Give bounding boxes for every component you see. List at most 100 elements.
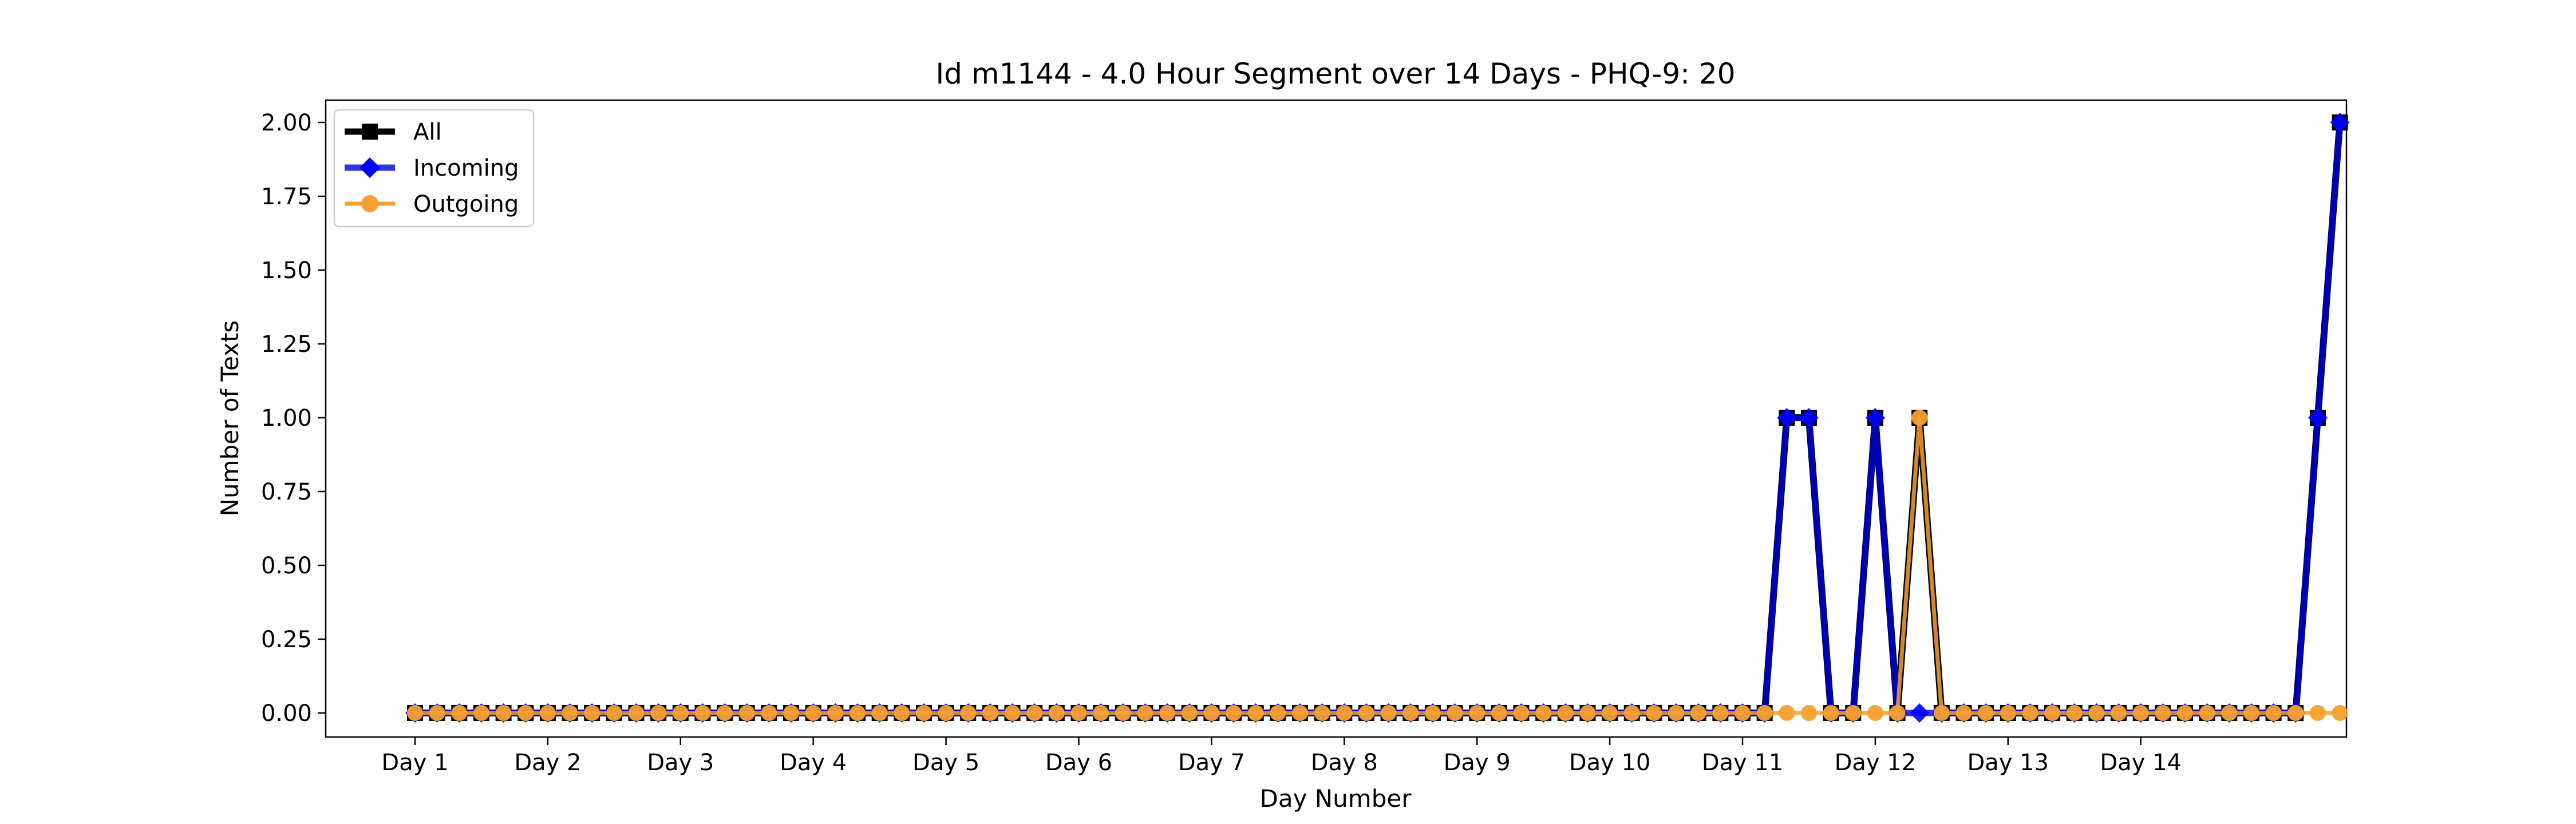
point-outgoing-37: [1226, 705, 1242, 721]
y-tick-label-0: 0.00: [261, 700, 312, 727]
point-incoming-87: [2330, 113, 2350, 132]
x-tick-label-2: Day 3: [647, 750, 714, 776]
point-outgoing-55: [1623, 705, 1640, 721]
legend-marker-outgoing: [361, 195, 378, 212]
plot-area: [325, 99, 2348, 738]
y-tick-label-1: 0.25: [261, 627, 312, 653]
point-outgoing-85: [2287, 705, 2304, 721]
y-tick-label-6: 1.50: [261, 258, 312, 284]
series-line-outgoing: [415, 415, 2340, 715]
point-outgoing-39: [1270, 705, 1286, 721]
y-tick-label-4: 1.00: [261, 405, 312, 431]
point-outgoing-51: [1535, 705, 1552, 721]
point-outgoing-42: [1336, 705, 1353, 721]
point-outgoing-16: [761, 705, 777, 721]
point-outgoing-2: [451, 705, 468, 721]
point-outgoing-81: [2199, 705, 2215, 721]
point-outgoing-13: [694, 705, 711, 721]
point-outgoing-17: [783, 705, 800, 721]
point-outgoing-10: [628, 705, 645, 721]
point-outgoing-33: [1137, 705, 1153, 721]
point-outgoing-14: [717, 705, 733, 721]
point-outgoing-24: [938, 705, 954, 721]
point-outgoing-69: [1933, 705, 1950, 721]
point-outgoing-4: [495, 705, 512, 721]
y-axis-ticks: 0.00 0.25 0.50 0.75 1.00 1.25 1.50 1.75 2.00: [261, 110, 326, 727]
legend: All Incoming Outgoing: [333, 109, 535, 228]
x-tick-label-9: Day 10: [1569, 750, 1651, 776]
point-outgoing-23: [915, 705, 932, 721]
point-outgoing-9: [606, 705, 622, 721]
point-incoming-86: [2308, 408, 2328, 427]
x-tick-label-11: Day 12: [1835, 750, 1917, 776]
y-tick-label-5: 1.25: [261, 331, 312, 358]
point-outgoing-40: [1292, 705, 1308, 721]
point-outgoing-60: [1735, 705, 1751, 721]
point-outgoing-78: [2132, 705, 2149, 721]
point-outgoing-80: [2177, 705, 2193, 721]
point-outgoing-8: [584, 705, 600, 721]
point-outgoing-62: [1779, 705, 1795, 721]
point-outgoing-86: [2309, 705, 2326, 721]
point-outgoing-22: [894, 705, 910, 721]
point-outgoing-34: [1159, 705, 1176, 721]
y-tick-label-2: 0.50: [261, 553, 312, 579]
point-outgoing-82: [2221, 705, 2238, 721]
point-outgoing-57: [1668, 705, 1685, 721]
point-outgoing-84: [2265, 705, 2282, 721]
x-tick-label-1: Day 2: [514, 750, 581, 776]
legend-label-incoming: Incoming: [413, 155, 519, 181]
y-axis-label: Number of Texts: [216, 320, 244, 517]
legend-label-all: All: [413, 119, 442, 145]
x-tick-label-5: Day 6: [1045, 750, 1112, 776]
point-outgoing-5: [517, 705, 534, 721]
x-tick-label-4: Day 5: [912, 750, 979, 776]
point-outgoing-58: [1690, 705, 1706, 721]
point-outgoing-32: [1115, 705, 1131, 721]
point-outgoing-29: [1048, 705, 1065, 721]
point-outgoing-71: [1978, 705, 1994, 721]
point-outgoing-31: [1093, 705, 1109, 721]
point-outgoing-70: [1955, 705, 1972, 721]
point-outgoing-30: [1070, 705, 1087, 721]
x-tick-label-6: Day 7: [1178, 750, 1245, 776]
legend-marker-incoming: [359, 157, 380, 178]
point-outgoing-66: [1867, 705, 1883, 721]
x-tick-label-13: Day 14: [2100, 750, 2182, 776]
point-outgoing-75: [2066, 705, 2083, 721]
point-outgoing-77: [2111, 705, 2127, 721]
point-outgoing-47: [1447, 705, 1463, 721]
point-incoming-62: [1777, 408, 1797, 427]
point-outgoing-73: [2022, 705, 2038, 721]
point-outgoing-61: [1756, 705, 1773, 721]
point-outgoing-11: [650, 705, 667, 721]
point-outgoing-46: [1424, 705, 1441, 721]
point-outgoing-21: [871, 705, 888, 721]
point-incoming-66: [1865, 408, 1885, 427]
point-outgoing-63: [1800, 705, 1817, 721]
point-incoming-63: [1799, 408, 1819, 427]
legend-box: [333, 109, 535, 228]
point-outgoing-36: [1203, 705, 1220, 721]
point-outgoing-52: [1557, 705, 1574, 721]
point-incoming-68: [1910, 703, 1930, 723]
point-outgoing-26: [982, 705, 998, 721]
point-outgoing-45: [1402, 705, 1419, 721]
point-outgoing-35: [1181, 705, 1198, 721]
series-group: [405, 113, 2350, 723]
point-outgoing-44: [1380, 705, 1397, 721]
x-tick-label-8: Day 9: [1444, 750, 1511, 776]
point-outgoing-12: [672, 705, 689, 721]
point-outgoing-53: [1579, 705, 1596, 721]
y-tick-label-7: 1.75: [261, 184, 312, 210]
point-outgoing-1: [429, 705, 445, 721]
point-outgoing-76: [2088, 705, 2105, 721]
point-outgoing-48: [1469, 705, 1485, 721]
chart-title: Id m1144 - 4.0 Hour Segment over 14 Days…: [935, 57, 1735, 90]
point-outgoing-50: [1513, 705, 1530, 721]
x-tick-label-7: Day 8: [1311, 750, 1378, 776]
point-outgoing-41: [1314, 705, 1330, 721]
legend-marker-all: [362, 124, 378, 140]
point-outgoing-72: [2000, 705, 2016, 721]
